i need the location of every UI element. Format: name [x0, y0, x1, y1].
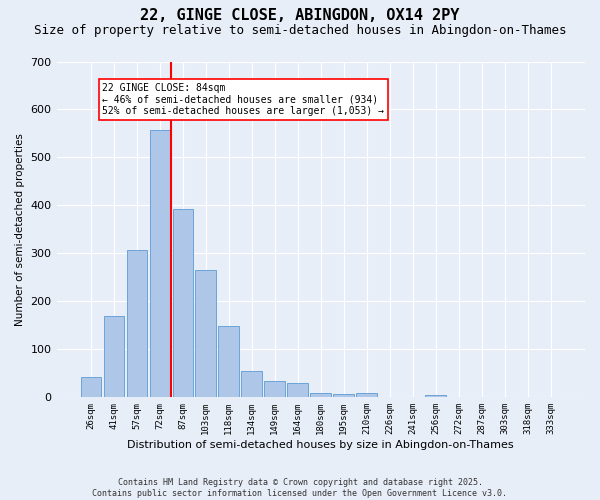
- Bar: [310, 392, 331, 398]
- Bar: [334, 394, 354, 398]
- Bar: [287, 383, 308, 398]
- Text: Contains HM Land Registry data © Crown copyright and database right 2025.
Contai: Contains HM Land Registry data © Crown c…: [92, 478, 508, 498]
- Bar: [127, 250, 147, 398]
- Text: Size of property relative to semi-detached houses in Abingdon-on-Thames: Size of property relative to semi-detach…: [34, 24, 566, 37]
- X-axis label: Distribution of semi-detached houses by size in Abingdon-on-Thames: Distribution of semi-detached houses by …: [127, 440, 514, 450]
- Bar: [80, 377, 101, 398]
- Text: 22 GINGE CLOSE: 84sqm
← 46% of semi-detached houses are smaller (934)
52% of sem: 22 GINGE CLOSE: 84sqm ← 46% of semi-deta…: [103, 83, 385, 116]
- Bar: [265, 380, 285, 398]
- Bar: [149, 130, 170, 398]
- Y-axis label: Number of semi-detached properties: Number of semi-detached properties: [15, 133, 25, 326]
- Bar: [356, 392, 377, 398]
- Bar: [218, 326, 239, 398]
- Bar: [104, 316, 124, 398]
- Bar: [241, 372, 262, 398]
- Bar: [173, 209, 193, 398]
- Bar: [425, 395, 446, 398]
- Text: 22, GINGE CLOSE, ABINGDON, OX14 2PY: 22, GINGE CLOSE, ABINGDON, OX14 2PY: [140, 8, 460, 22]
- Bar: [196, 270, 216, 398]
